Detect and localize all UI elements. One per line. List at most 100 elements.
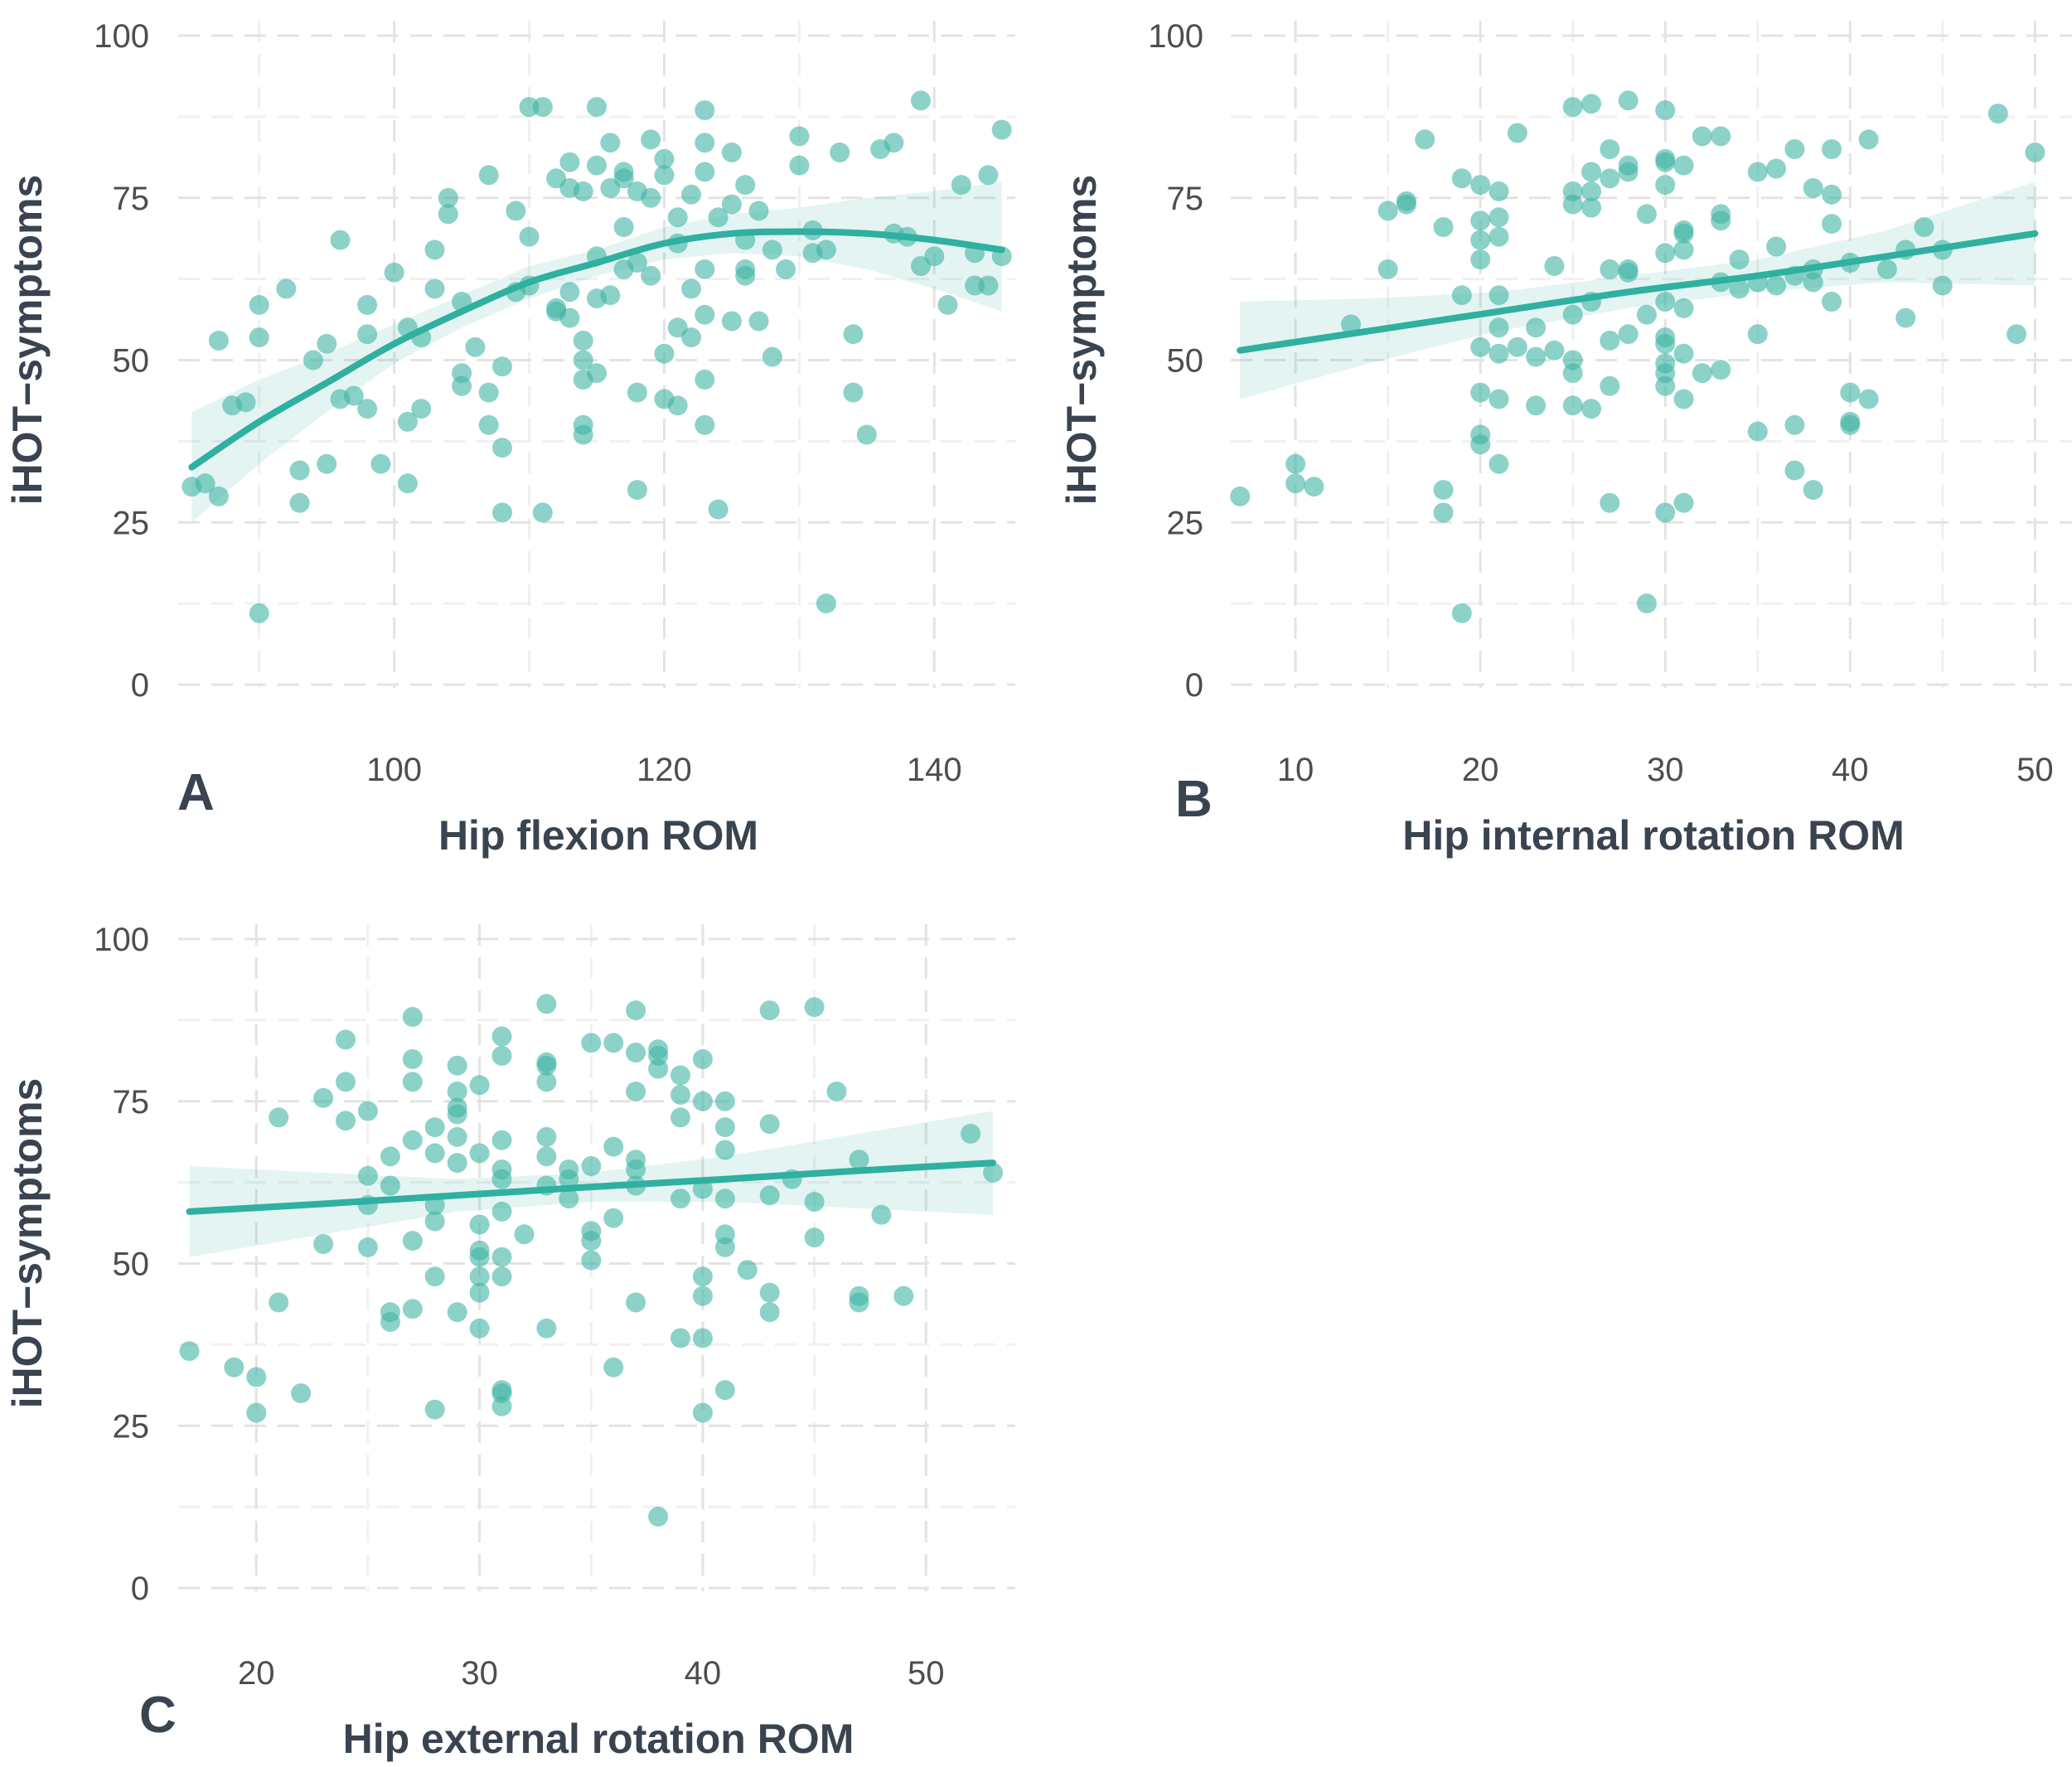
panel-c-point-106 xyxy=(714,1380,735,1401)
panel-b-point-100 xyxy=(1766,275,1787,296)
panel-a-point-132 xyxy=(978,165,999,186)
panel-c-point-77 xyxy=(626,1000,646,1021)
panel-b-point-116 xyxy=(1858,129,1879,150)
panel-c-point-51 xyxy=(491,1201,512,1222)
panel-c-point-47 xyxy=(491,1045,512,1066)
panel-b-point-119 xyxy=(1895,307,1916,328)
panel-c-point-113 xyxy=(804,997,825,1018)
panel-a-point-134 xyxy=(991,119,1012,140)
panel-a-y-axis-title: iHOT−symptoms xyxy=(4,175,51,506)
panel-c-point-9 xyxy=(336,1029,356,1050)
panel-c-point-74 xyxy=(603,1136,624,1157)
panel-c-point-81 xyxy=(626,1159,646,1179)
panel-a-point-42 xyxy=(506,201,526,221)
panel-a-point-92 xyxy=(695,133,715,153)
panel-c-point-83 xyxy=(626,1292,646,1313)
panel-a-point-70 xyxy=(613,217,634,237)
panel-a-point-62 xyxy=(587,97,607,118)
panel-a-point-108 xyxy=(748,311,769,332)
panel-a-point-56 xyxy=(573,181,593,201)
panel-b-point-112 xyxy=(1840,382,1861,403)
panel-b-point-64 xyxy=(1636,304,1657,325)
panel-b: 0 25 50 75 100 10 20 30 40 50 iHOT−symptoms Hip i… xyxy=(1058,18,2072,859)
panel-b-point-81 xyxy=(1673,240,1694,260)
panel-c-point-8 xyxy=(313,1234,334,1254)
panel-c-point-65 xyxy=(536,1318,557,1339)
panel-c-point-45 xyxy=(469,1318,490,1339)
panel-b-point-44 xyxy=(1562,363,1583,384)
panel-a-y-tick-50: 50 xyxy=(113,343,150,380)
panel-b-point-128 xyxy=(1600,259,1620,279)
panel-a-x-axis-title: Hip flexion ROM xyxy=(438,812,758,859)
panel-a-point-20 xyxy=(357,399,378,419)
panel-b-point-35 xyxy=(1526,346,1547,367)
panel-b-point-18 xyxy=(1470,230,1491,250)
panel-a-x-tick-140: 140 xyxy=(907,752,962,788)
panel-a-point-6 xyxy=(249,603,269,623)
panel-b-point-6 xyxy=(1377,259,1398,279)
panel-b-point-26 xyxy=(1489,226,1509,247)
panel-b-point-105 xyxy=(1803,178,1823,198)
panel-c-point-61 xyxy=(536,1072,557,1092)
panel-b-point-28 xyxy=(1489,317,1509,338)
panel-c-point-5 xyxy=(269,1107,289,1128)
panel-c-point-67 xyxy=(559,1169,579,1189)
panel-b-y-tick-50: 50 xyxy=(1167,343,1204,380)
panel-a-point-54 xyxy=(559,282,580,303)
panel-b-point-33 xyxy=(1507,336,1527,357)
panel-c-point-89 xyxy=(670,1084,690,1105)
panel-b-point-114 xyxy=(1840,414,1861,435)
panel-c-point-92 xyxy=(670,1328,690,1348)
panel-c-point-42 xyxy=(469,1247,490,1267)
panel-c-point-52 xyxy=(491,1247,512,1267)
panel-a-point-81 xyxy=(654,148,675,169)
panel-b-point-11 xyxy=(1433,480,1454,501)
panel-c-point-39 xyxy=(469,1143,490,1164)
panel-a-point-120 xyxy=(856,424,877,445)
panel-a-point-11 xyxy=(289,492,310,513)
panel-c-point-72 xyxy=(581,1156,602,1176)
panel-a-point-73 xyxy=(613,168,634,189)
panel-a-x-tick-100: 100 xyxy=(366,752,422,788)
panel-c-point-103 xyxy=(714,1188,735,1209)
panel-a-point-78 xyxy=(641,129,661,150)
panel-a-x-tick-120: 120 xyxy=(637,752,692,788)
panel-b-point-85 xyxy=(1673,492,1694,513)
panel-c-point-123 xyxy=(983,1162,1004,1183)
panel-b-point-32 xyxy=(1507,123,1527,143)
panel-c-point-57 xyxy=(514,1224,535,1245)
panel-c-point-25 xyxy=(424,1117,445,1138)
panel-a-point-93 xyxy=(695,162,715,182)
panel-a-point-118 xyxy=(843,324,864,345)
panel-b-point-69 xyxy=(1655,175,1676,196)
panel-a-point-10 xyxy=(289,460,310,481)
panel-a: 0 25 50 75 100 100 120 140 iHOT−symptoms Hip fl… xyxy=(4,18,1015,859)
panel-a-point-34 xyxy=(452,375,472,396)
panel-b-point-118 xyxy=(1876,259,1897,279)
panel-b-point-15 xyxy=(1451,603,1472,623)
panel-a-point-129 xyxy=(951,175,971,196)
panel-a-point-25 xyxy=(397,411,418,432)
panel-c-point-99 xyxy=(692,1402,713,1423)
panel-a-point-49 xyxy=(532,502,553,523)
panel-c-point-88 xyxy=(670,1065,690,1086)
panel-a-point-116 xyxy=(816,593,836,614)
panel-a-point-19 xyxy=(357,294,378,315)
panel-c-point-44 xyxy=(469,1282,490,1303)
panel-a-point-29 xyxy=(424,240,445,260)
panel-a-point-18 xyxy=(357,324,378,345)
panel-c-point-38 xyxy=(469,1075,490,1096)
panel-b-point-121 xyxy=(1914,217,1934,237)
panel-c-x-tick-20: 20 xyxy=(238,1655,275,1692)
panel-b-point-52 xyxy=(1600,139,1620,159)
panel-a-point-17 xyxy=(343,385,364,406)
panel-c-point-16 xyxy=(380,1146,400,1167)
panel-c-point-6 xyxy=(291,1383,312,1404)
panel-b-point-123 xyxy=(1932,275,1953,296)
panel-a-point-13 xyxy=(317,333,337,354)
panel-b-point-110 xyxy=(1822,214,1842,235)
panel-b-point-126 xyxy=(2025,142,2045,162)
panel-b-point-104 xyxy=(1784,460,1805,481)
panel-b-point-48 xyxy=(1581,181,1601,201)
panel-c-point-13 xyxy=(357,1165,378,1186)
